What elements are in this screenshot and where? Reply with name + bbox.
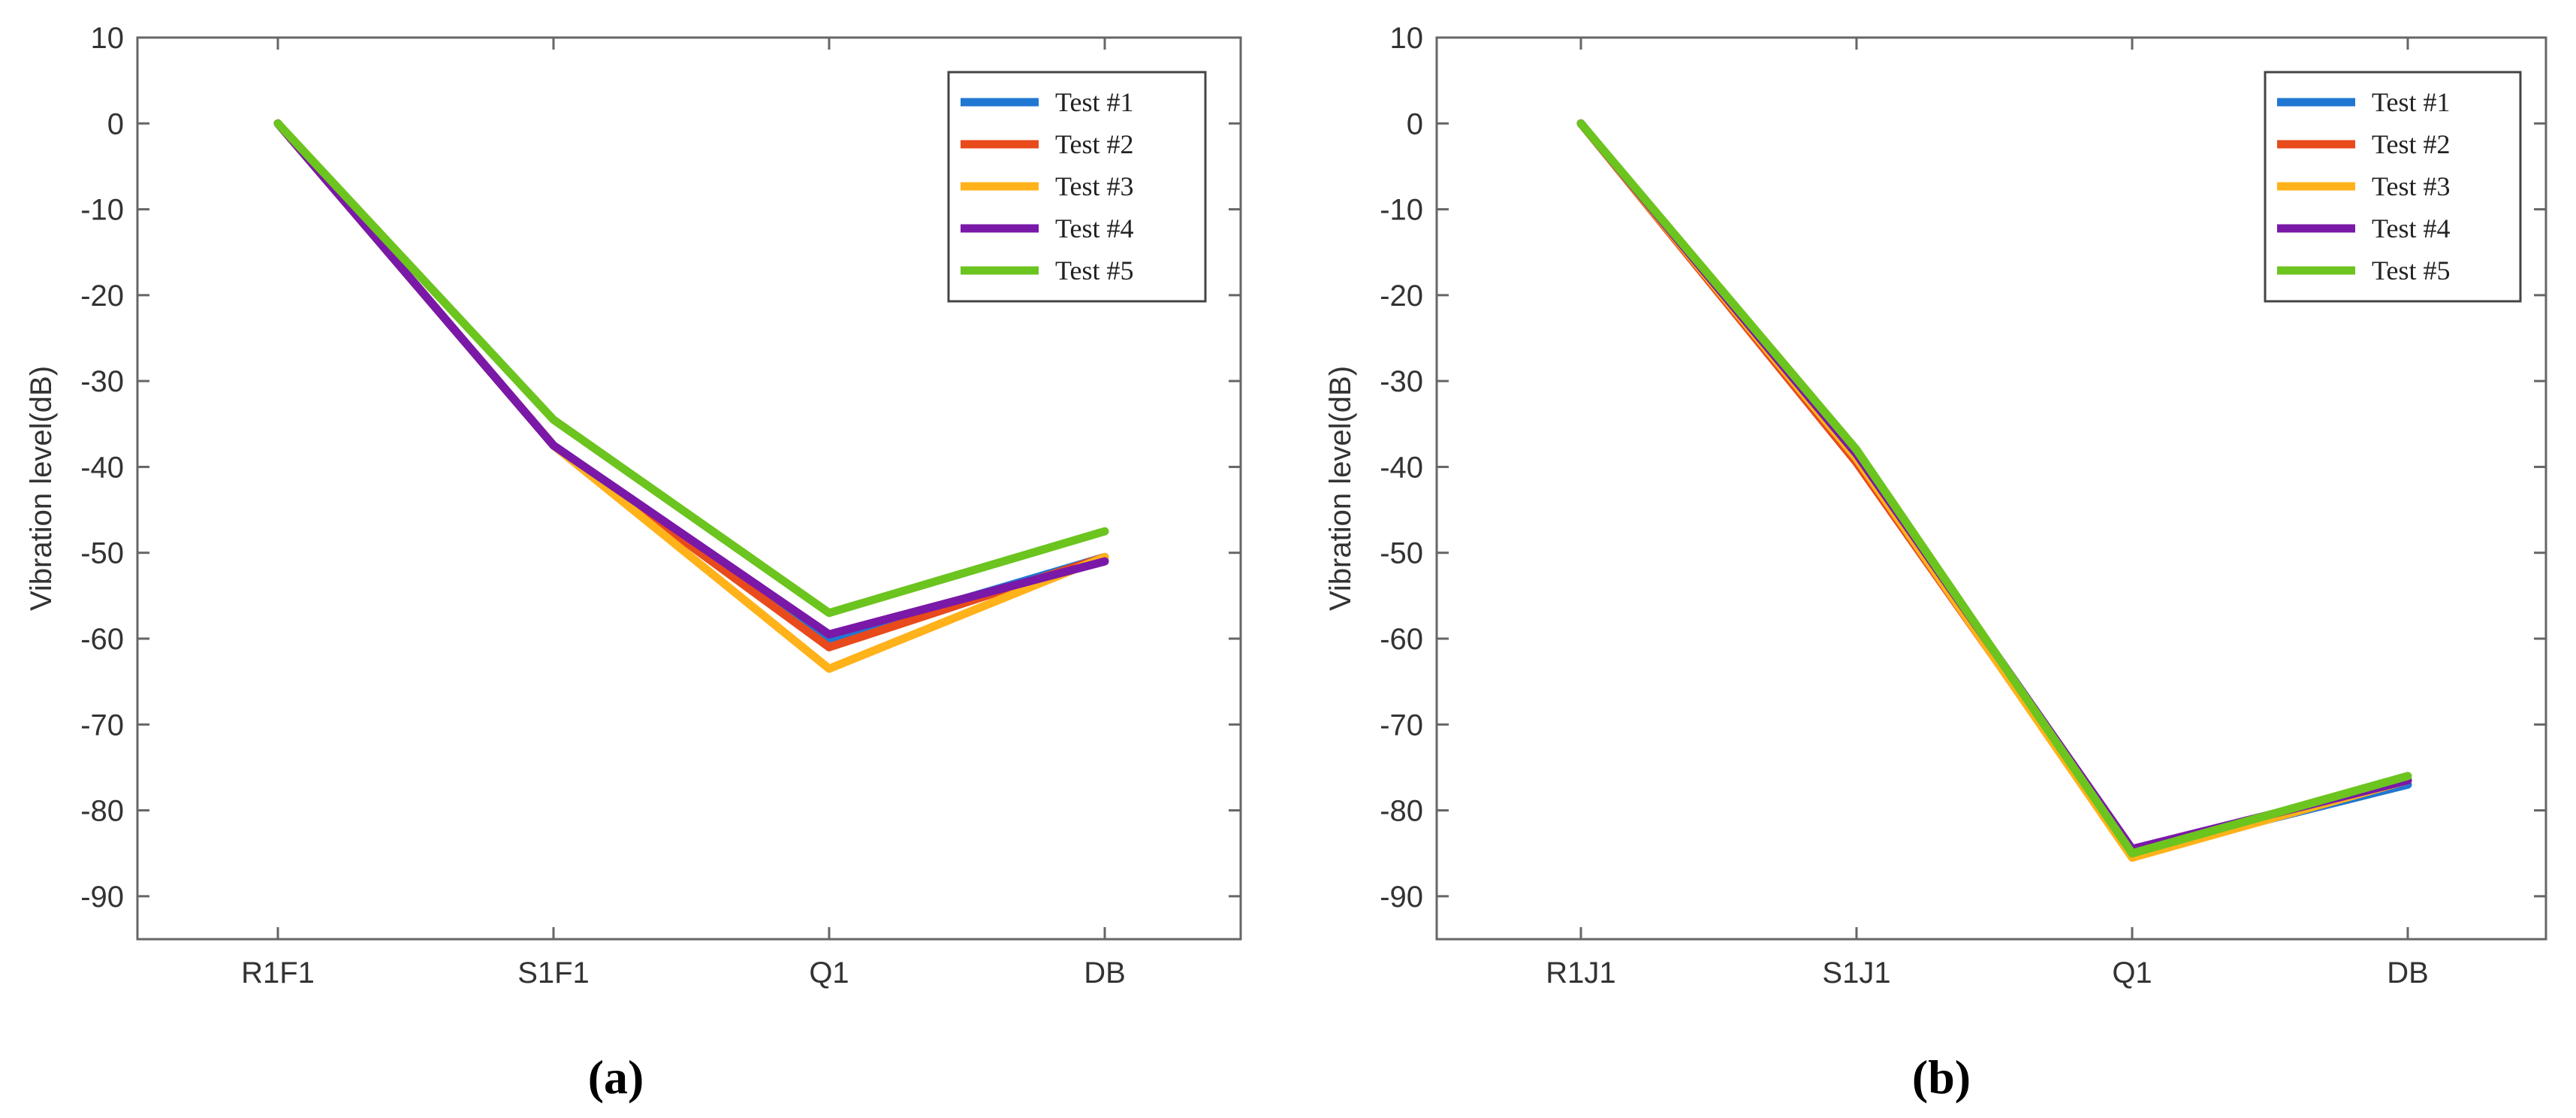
legend-label: Test #4 bbox=[2372, 213, 2450, 243]
y-tick-label: -60 bbox=[80, 623, 124, 656]
panel-label: (b) bbox=[1912, 1050, 1971, 1104]
series-line bbox=[273, 119, 1109, 639]
x-tick-label: DB bbox=[2387, 956, 2429, 990]
y-tick-label: 0 bbox=[107, 107, 124, 141]
panel-label: (a) bbox=[588, 1050, 644, 1104]
y-tick-label: -90 bbox=[1380, 881, 1423, 914]
x-tick-label: S1F1 bbox=[517, 956, 590, 990]
y-tick-label: -60 bbox=[1380, 623, 1423, 656]
y-tick-label: -10 bbox=[1380, 194, 1423, 227]
y-tick-label: -50 bbox=[1380, 537, 1423, 570]
y-tick-label: -70 bbox=[80, 709, 124, 742]
y-tick-label: -20 bbox=[80, 280, 124, 313]
x-tick-label: Q1 bbox=[2112, 956, 2152, 990]
legend-label: Test #2 bbox=[2372, 129, 2450, 159]
chart-panel-a: 10 0 -10 -20 -30 -40 -50 -60 -70 -80 -90 R1F1 S1F1 Q1… bbox=[25, 22, 1242, 1104]
x-tick-label: DB bbox=[1084, 956, 1126, 990]
y-tick-label: -70 bbox=[1380, 709, 1423, 742]
y-tick-label: -10 bbox=[80, 194, 124, 227]
legend-label: Test #4 bbox=[1055, 213, 1133, 243]
y-tick-label: -80 bbox=[1380, 795, 1423, 828]
y-tick-label: -50 bbox=[80, 537, 124, 570]
legend-label: Test #5 bbox=[2372, 255, 2450, 286]
y-axis-label: Vibration level(dB) bbox=[25, 366, 58, 611]
legend-label: Test #1 bbox=[1055, 87, 1133, 117]
legend-label: Test #5 bbox=[1055, 255, 1133, 286]
y-axis-label: Vibration level(dB) bbox=[1324, 366, 1357, 611]
series-line bbox=[1576, 119, 2412, 858]
y-tick-label: -30 bbox=[1380, 365, 1423, 398]
legend-label: Test #3 bbox=[1055, 171, 1133, 201]
y-tick-label: 10 bbox=[91, 22, 125, 55]
y-tick-label: -40 bbox=[80, 451, 124, 484]
plot-frame bbox=[136, 36, 1242, 941]
y-tick-label: -20 bbox=[1380, 280, 1423, 313]
x-tick-label: R1J1 bbox=[1546, 956, 1615, 990]
y-tick-label: -30 bbox=[80, 365, 124, 398]
x-tick-label: Q1 bbox=[809, 956, 849, 990]
x-tick-label: S1J1 bbox=[1822, 956, 1890, 990]
legend-label: Test #2 bbox=[1055, 129, 1133, 159]
x-tick-label: R1F1 bbox=[241, 956, 315, 990]
legend-label: Test #3 bbox=[2372, 171, 2450, 201]
y-tick-label: -80 bbox=[80, 795, 124, 828]
plot-frame bbox=[1435, 36, 2547, 941]
y-tick-label: -40 bbox=[1380, 451, 1423, 484]
series-line bbox=[273, 119, 1109, 618]
y-tick-label: -90 bbox=[80, 881, 124, 914]
y-tick-label: 0 bbox=[1407, 107, 1423, 141]
y-tick-label: 10 bbox=[1390, 22, 1424, 55]
legend-label: Test #1 bbox=[2372, 87, 2450, 117]
chart-panel-b: 10 0 -10 -20 -30 -40 -50 -60 -70 -80 -90 R1J1 S1J1 Q1… bbox=[1324, 22, 2547, 1104]
